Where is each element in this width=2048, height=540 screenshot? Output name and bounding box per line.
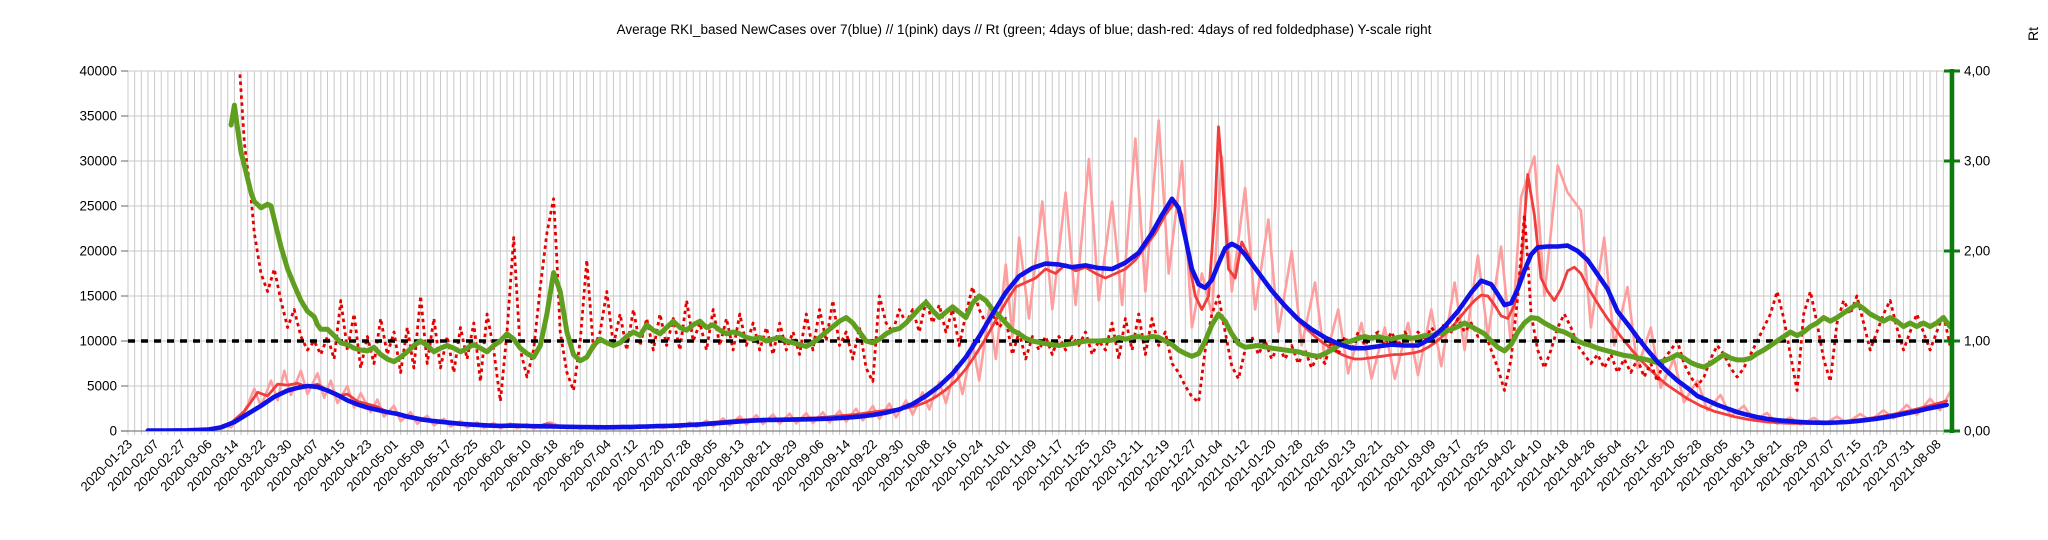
svg-text:3,00: 3,00	[1964, 154, 1990, 169]
svg-text:15000: 15000	[79, 289, 117, 304]
svg-text:2,00: 2,00	[1964, 244, 1990, 259]
svg-text:30000: 30000	[79, 154, 117, 169]
left-axis-tick-labels: 0 5000 10000 15000 20000 25000 30000 35000 40000	[79, 64, 117, 439]
vertical-gridlines	[127, 71, 1951, 435]
right-axis-ticks	[1944, 69, 1960, 433]
svg-text:25000: 25000	[79, 199, 117, 214]
svg-text:40000: 40000	[79, 64, 117, 79]
right-axis-tick-labels: 0,00 1,00 2,00 3,00 4,00	[1964, 64, 1990, 439]
svg-text:20000: 20000	[79, 244, 117, 259]
svg-text:0,00: 0,00	[1964, 424, 1990, 439]
rt-7day-green-line	[228, 102, 1950, 370]
rt-4day-dash-red-line	[238, 71, 1950, 404]
svg-text:35000: 35000	[79, 109, 117, 124]
svg-text:0: 0	[109, 424, 117, 439]
x-axis-tick-labels: 2020-01-232020-02-072020-02-272020-03-06…	[77, 437, 1943, 495]
svg-text:1,00: 1,00	[1964, 334, 1990, 349]
svg-text:5000: 5000	[87, 379, 117, 394]
svg-text:4,00: 4,00	[1964, 64, 1990, 79]
new-cases-7day-blue-line	[145, 196, 1949, 431]
new-cases-4day-red-line	[216, 125, 1949, 429]
series-layer	[128, 71, 1950, 431]
chart-title: Average RKI_based NewCases over 7(blue) …	[616, 22, 1432, 37]
svg-text:10000: 10000	[79, 334, 117, 349]
left-axis-ticks	[121, 70, 128, 432]
